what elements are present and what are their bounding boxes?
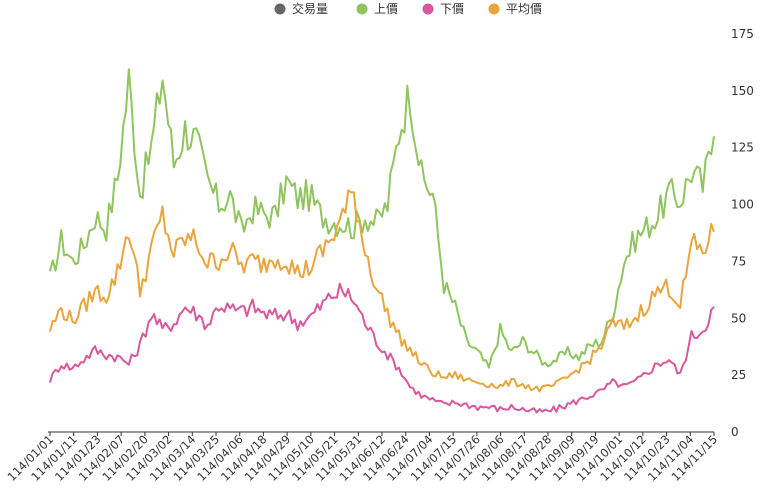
y-tick-label-2: 50 <box>731 311 746 325</box>
y-axis: 0 25 50 75 100 125 150 175 <box>731 27 754 439</box>
y-tick-label-3: 75 <box>731 254 746 268</box>
y-tick-label-0: 0 <box>731 425 739 439</box>
legend-label-2[interactable]: 下價 <box>440 2 464 16</box>
y-tick-label-4: 100 <box>731 198 754 212</box>
legend-label-0[interactable]: 交易量 <box>292 1 328 16</box>
series-line-1 <box>49 282 715 414</box>
x-axis: 114/01/01114/01/11114/01/23114/02/07114/… <box>5 432 720 484</box>
y-tick-label-6: 150 <box>731 84 754 98</box>
legend: 交易量 上價 下價 平均價 <box>274 1 542 16</box>
legend-label-1[interactable]: 上價 <box>374 2 398 16</box>
legend-label-3[interactable]: 平均價 <box>506 2 542 16</box>
series-line-2 <box>49 189 715 393</box>
legend-marker-0[interactable] <box>274 3 286 15</box>
y-tick-label-7: 175 <box>731 27 754 41</box>
legend-marker-1[interactable] <box>356 3 368 15</box>
y-tick-label-1: 25 <box>731 368 746 382</box>
legend-marker-3[interactable] <box>488 3 500 15</box>
y-tick-label-5: 125 <box>731 141 754 155</box>
series-line-0 <box>49 68 715 369</box>
legend-marker-2[interactable] <box>422 3 434 15</box>
series-layer <box>49 68 715 414</box>
